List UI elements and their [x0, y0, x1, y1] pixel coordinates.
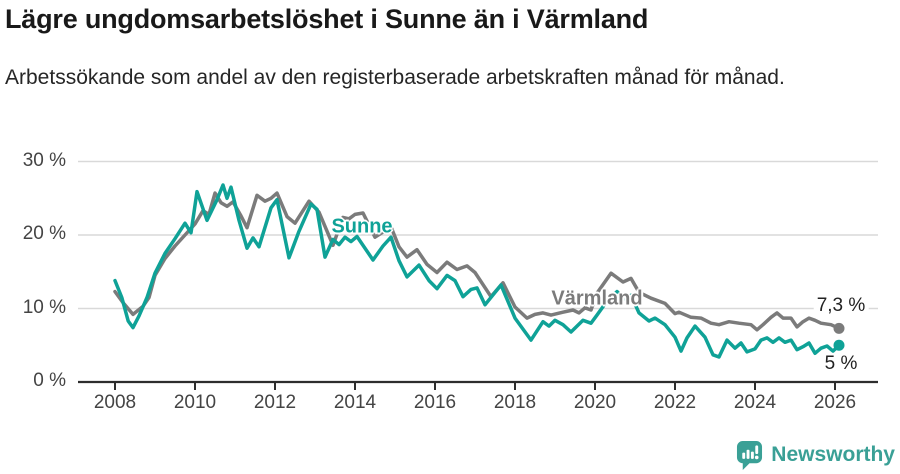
page-title: Lägre ungdomsarbetslöshet i Sunne än i V…	[5, 4, 649, 34]
line-sunne	[113, 183, 841, 359]
x-tick-label-2024: 2024	[733, 392, 777, 413]
x-tick-label-2016: 2016	[413, 392, 457, 413]
newsworthy-logo-icon	[737, 441, 763, 470]
x-tick-label-2010: 2010	[173, 392, 217, 413]
x-tick-label-2026: 2026	[813, 392, 857, 413]
y-tick-label-0: 0 %	[33, 370, 66, 391]
end-value-varmland: 7,3 %	[813, 295, 869, 317]
end-dot-värmland	[833, 322, 845, 334]
page-subtitle: Arbetssökande som andel av den registerb…	[5, 66, 785, 89]
end-value-sunne: 5 %	[821, 353, 861, 375]
x-tick-label-2018: 2018	[493, 392, 537, 413]
end-dot-sunne	[833, 339, 845, 351]
x-tick-label-2022: 2022	[653, 392, 697, 413]
y-tick-label-30: 30 %	[22, 149, 66, 171]
x-tick-label-2014: 2014	[333, 392, 377, 413]
series-label-varmland: Värmland	[551, 287, 643, 310]
series-label-sunne: Sunne	[331, 215, 393, 238]
brand-footer: Newsworthy	[736, 440, 895, 470]
line-värmland	[113, 191, 841, 332]
brand-name: Newsworthy	[771, 443, 895, 466]
y-tick-label-10: 10 %	[22, 296, 66, 318]
y-tick-label-20: 20 %	[22, 223, 66, 244]
x-tick-label-2020: 2020	[573, 392, 617, 413]
x-tick-label-2012: 2012	[253, 392, 297, 413]
x-tick-label-2008: 2008	[93, 392, 137, 413]
